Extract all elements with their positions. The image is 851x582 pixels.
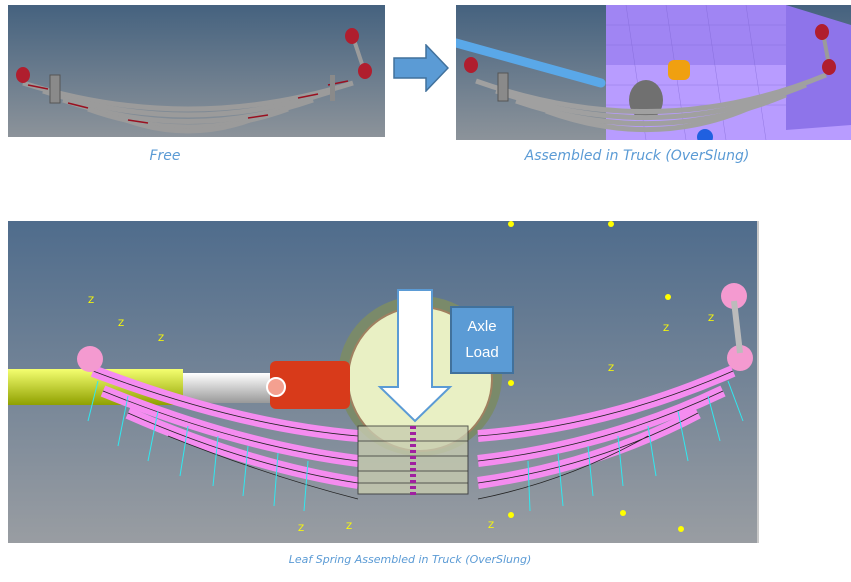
caption-free: Free	[149, 148, 181, 164]
shackle-eye-top	[721, 283, 747, 309]
axis-label-z: Z	[708, 314, 714, 324]
axis-label-z: Z	[88, 296, 94, 306]
front-eye	[77, 346, 103, 372]
free-spring-render	[8, 5, 385, 137]
down-arrow-icon	[377, 289, 453, 423]
front-eye	[16, 67, 30, 83]
axis-label-z: Z	[488, 521, 494, 531]
axis-label-z: Z	[118, 319, 124, 329]
caption-detail: Leaf Spring Assembled in Truck (OverSlun…	[288, 553, 532, 566]
shackle-eye-top	[345, 28, 359, 44]
center-clamp	[357, 425, 469, 495]
detail-spring-render: Z Z Z Z Z Z Z Z Z	[8, 221, 759, 543]
shackle-eye-bottom	[727, 345, 753, 371]
axle-load-label: Axle Load	[450, 306, 514, 374]
right-arrow-icon	[393, 44, 449, 92]
assembled-spring-render	[456, 5, 851, 140]
axis-label-z: Z	[158, 334, 164, 344]
bracket	[270, 361, 350, 409]
axis-label-z: Z	[346, 522, 352, 532]
caption-assembled: Assembled in Truck (OverSlung)	[524, 148, 750, 164]
axis-label-z: Z	[608, 364, 614, 374]
axis-label-z: Z	[663, 324, 669, 334]
axis-label-z: Z	[298, 524, 304, 534]
shackle-eye-bottom	[358, 63, 372, 79]
